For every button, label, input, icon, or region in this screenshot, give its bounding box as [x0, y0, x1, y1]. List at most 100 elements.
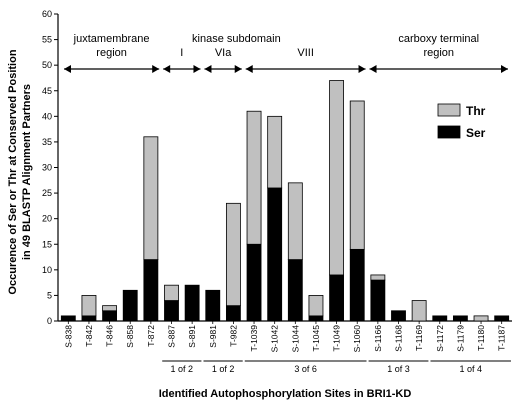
group-label: 1 of 4 — [459, 364, 482, 374]
bar-thr-t-872 — [143, 136, 159, 261]
bar-thr-s-1044 — [287, 182, 303, 261]
x-category-label: S-858 — [125, 325, 135, 348]
y-tick-label: 60 — [42, 9, 52, 19]
bar-thr-t-1049 — [329, 80, 345, 276]
bar-ser-s-1179 — [452, 315, 468, 322]
bar-ser-s-887 — [164, 300, 179, 322]
bar-thr-s-1166 — [370, 274, 386, 281]
group-label: 3 of 6 — [294, 364, 317, 374]
x-category-label: T-1180 — [476, 325, 486, 351]
bar-thr-s-1042 — [267, 115, 283, 189]
legend-label-thr: Thr — [466, 104, 486, 118]
x-category-label: S-891 — [187, 325, 197, 348]
x-category-label: T-1045 — [311, 325, 321, 352]
bar-ser-t-1049 — [329, 274, 345, 322]
x-category-label: S-1166 — [373, 325, 383, 352]
x-category-label: S-1179 — [455, 325, 465, 352]
y-tick-label: 50 — [42, 60, 52, 70]
bar-ser-s-981 — [205, 289, 221, 322]
x-category-label: S-1042 — [270, 325, 280, 353]
x-category-labels: S-838 T-842 T-846 S-858 T-872 S-887 S-891 S-981… — [63, 321, 507, 353]
bar-ser-s-1168 — [391, 310, 406, 322]
x-category-label: T-982 — [228, 325, 238, 347]
bar-thr-s-1060 — [349, 100, 365, 250]
bars — [60, 80, 510, 322]
x-axis-title: Identified Autophosphorylation Sites in … — [159, 388, 412, 400]
bar-ser-s-1060 — [349, 248, 365, 322]
x-category-label: S-1172 — [435, 325, 445, 352]
region-label: VIII — [297, 47, 314, 59]
y-tick-label: 10 — [42, 265, 52, 275]
bar-ser-t-842 — [81, 315, 97, 322]
kinase-subdomain-label: kinase subdomain — [192, 33, 281, 45]
arrow-head — [163, 65, 171, 73]
bar-ser-s-838 — [60, 315, 76, 322]
group-label: 1 of 2 — [171, 364, 194, 374]
legend-swatch-thr — [437, 103, 461, 117]
x-category-label: S-981 — [208, 325, 218, 348]
bar-thr-t-1169 — [411, 300, 427, 322]
x-category-label: S-887 — [167, 325, 177, 348]
arrow-head — [245, 65, 253, 73]
group-label: 1 of 2 — [212, 364, 235, 374]
x-category-label: S-1044 — [290, 325, 300, 353]
arrow-head — [234, 65, 242, 73]
category-groups: 1 of 2 1 of 2 3 of 6 1 of 3 1 of 4 — [162, 360, 511, 374]
x-category-label: T-1187 — [497, 325, 507, 351]
x-category-label: T-846 — [105, 325, 115, 347]
group-label: 1 of 3 — [387, 364, 410, 374]
bar-ser-s-1044 — [287, 259, 303, 322]
x-category-label: S-1060 — [352, 325, 362, 353]
y-tick-label: 0 — [47, 316, 52, 326]
region-label: I — [180, 47, 183, 59]
bar-ser-t-1045 — [308, 315, 324, 322]
bar-ser-s-891 — [184, 284, 200, 322]
arrow-head — [64, 65, 71, 73]
bar-thr-t-1180 — [473, 315, 489, 322]
y-axis-title-line-2: in 49 BLASTP Alignment Partners — [21, 84, 33, 260]
arrow-head — [501, 65, 508, 73]
bar-thr-s-887 — [164, 284, 179, 301]
y-tick-label: 25 — [42, 188, 52, 198]
region-label: region — [423, 47, 454, 59]
legend-swatch-ser — [437, 125, 461, 139]
bar-thr-t-1045 — [308, 295, 324, 317]
legend: Thr Ser — [437, 103, 486, 140]
bar-ser-s-1042 — [267, 187, 283, 322]
arrow-head — [369, 65, 377, 73]
bar-ser-t-1187 — [494, 315, 510, 322]
arrow-head — [193, 65, 201, 73]
region-annotations: juxtamembrane region I VIa VIII carboxy termi… — [64, 33, 508, 73]
y-tick-label: 55 — [42, 35, 52, 45]
bar-thr-t-842 — [81, 295, 97, 317]
arrow-head — [204, 65, 212, 73]
arrow-head — [358, 65, 366, 73]
y-axis-title: Occurence of Ser or Thr at Conserved Pos… — [7, 49, 33, 294]
y-tick-label: 45 — [42, 86, 52, 96]
bar-thr-t-1039 — [246, 110, 262, 245]
y-tick-label: 40 — [42, 111, 52, 121]
arrow-head — [152, 65, 160, 73]
x-category-label: S-838 — [63, 325, 73, 348]
x-category-label: T-872 — [146, 325, 156, 347]
region-label: region — [96, 47, 127, 59]
bar-thr-t-846 — [102, 305, 118, 312]
bar-ser-s-1172 — [432, 315, 448, 322]
bar-ser-t-1039 — [246, 243, 262, 322]
y-tick-label: 15 — [42, 239, 52, 249]
bar-ser-s-1166 — [370, 279, 386, 322]
bar-ser-t-982 — [225, 305, 241, 322]
x-category-label: S-1168 — [394, 325, 404, 352]
y-tick-label: 35 — [42, 137, 52, 147]
bar-ser-t-872 — [143, 259, 159, 322]
axes — [57, 14, 512, 322]
x-category-label: T-1169 — [414, 325, 424, 351]
x-category-label: T-842 — [84, 325, 94, 347]
y-tick-label: 5 — [47, 290, 52, 300]
y-axis-title-line-1: Occurence of Ser or Thr at Conserved Pos… — [7, 49, 19, 294]
region-label: VIa — [215, 47, 232, 59]
y-ticks: 0 5 10 15 20 25 30 35 40 45 50 55 60 — [42, 9, 58, 326]
x-category-label: T-1039 — [249, 325, 259, 352]
legend-label-ser: Ser — [466, 126, 486, 140]
bar-thr-t-982 — [225, 202, 241, 307]
